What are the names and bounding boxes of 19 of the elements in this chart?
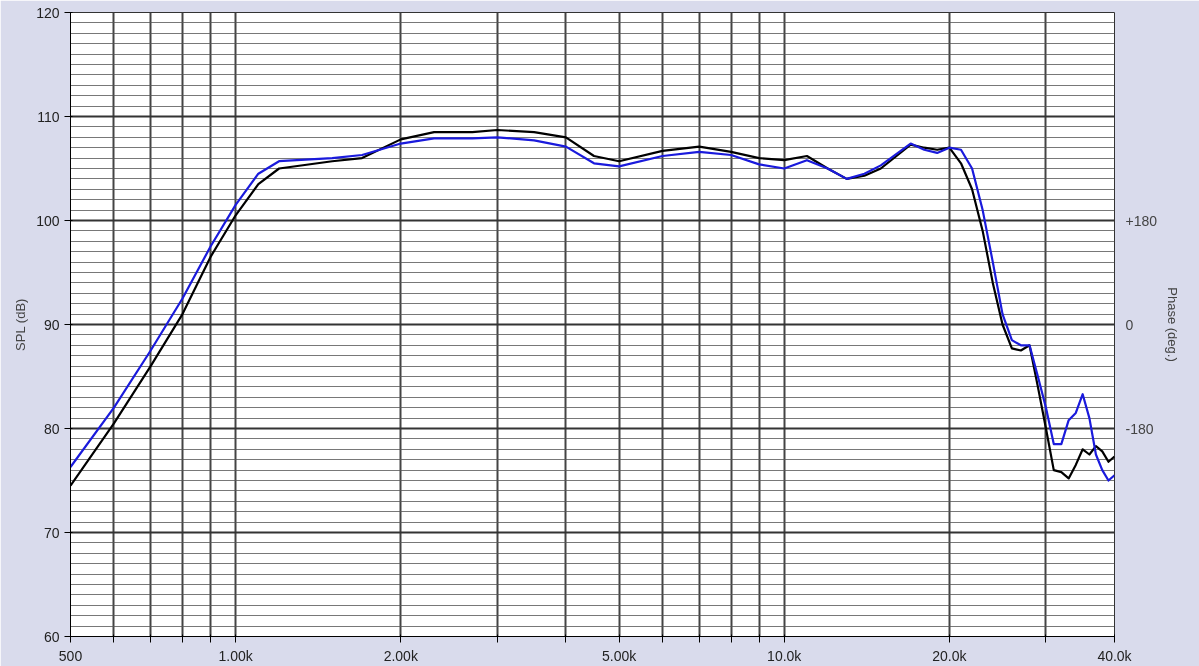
y-tick-label: 110 — [37, 108, 60, 125]
y-axis-title: SPL (dB) — [13, 298, 29, 351]
y2-tick-label: 0 — [1125, 316, 1134, 333]
y2-tick-label: -180 — [1125, 420, 1154, 437]
y2-tick-label: +180 — [1125, 212, 1158, 229]
x-tick-label: 20.0k — [932, 647, 968, 664]
y2-axis-title: Phase (deg.) — [1165, 287, 1181, 362]
y-tick-label: 100 — [36, 212, 60, 229]
y-tick-label: 80 — [43, 420, 60, 437]
x-tick-label: 2.00k — [383, 647, 419, 664]
y-tick-label: 120 — [36, 4, 60, 21]
x-tick-label: 10.0k — [767, 647, 803, 664]
x-tick-label: 5.00k — [601, 647, 638, 664]
y-tick-label: 60 — [43, 628, 60, 645]
y-tick-label: 90 — [43, 316, 60, 333]
x-tick-label: 500 — [58, 647, 83, 664]
x-tick-label: 1.00k — [218, 647, 254, 664]
x-tick-label: 40.0k — [1097, 647, 1133, 664]
y-tick-label: 70 — [43, 524, 60, 541]
